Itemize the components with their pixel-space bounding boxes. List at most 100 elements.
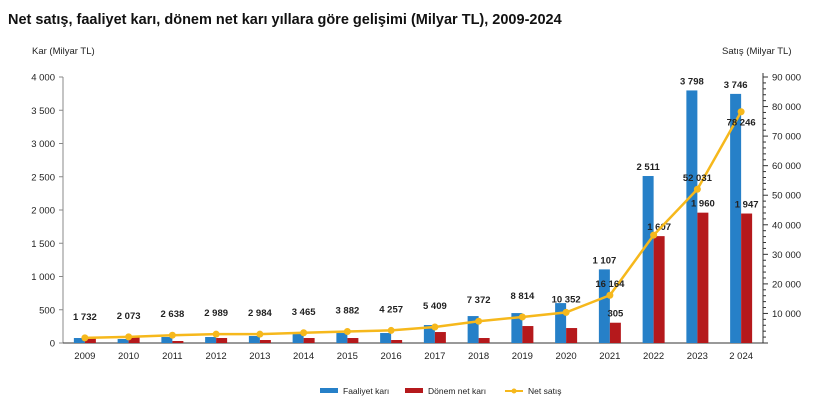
x-tick-label: 2017 bbox=[424, 351, 445, 362]
line-data-label: 4 257 bbox=[379, 304, 403, 315]
line-data-label: 2 989 bbox=[204, 308, 228, 319]
bar-donem-net-kari bbox=[697, 212, 709, 343]
x-tick-label: 2010 bbox=[118, 351, 139, 362]
bar-faaliyet-kari bbox=[686, 90, 698, 343]
right-tick-label: 20 000 bbox=[772, 279, 801, 290]
net-satis-line bbox=[84, 111, 743, 340]
x-tick-label: 2023 bbox=[687, 351, 708, 362]
bar-faaliyet-kari bbox=[161, 337, 173, 343]
bar-data-label: 1 107 bbox=[592, 255, 616, 266]
bar-donem-net-kari bbox=[259, 340, 271, 343]
bar-donem-net-kari bbox=[216, 338, 228, 343]
net-satis-point bbox=[256, 330, 264, 338]
bar-faaliyet-kari bbox=[336, 333, 348, 343]
bar-donem-net-kari bbox=[741, 213, 753, 343]
net-satis-point bbox=[343, 328, 351, 336]
bar-donem-net-kari bbox=[84, 338, 96, 343]
right-axis-label: Satış (Milyar TL) bbox=[722, 46, 792, 57]
bar-faaliyet-kari bbox=[730, 93, 742, 344]
left-tick-label: 3 500 bbox=[31, 106, 55, 117]
x-tick-label: 2020 bbox=[556, 351, 577, 362]
net-satis-point bbox=[81, 334, 89, 342]
bar-donem-net-kari bbox=[478, 338, 490, 343]
bar-faaliyet-kari bbox=[248, 336, 260, 343]
x-tick-label: 2022 bbox=[643, 351, 664, 362]
line-data-label: 3 882 bbox=[335, 306, 359, 317]
net-satis-point bbox=[562, 308, 570, 316]
line-data-label: 8 814 bbox=[510, 291, 534, 302]
bar-data-label: 305 bbox=[607, 309, 624, 320]
right-tick-label: 80 000 bbox=[772, 102, 801, 113]
bar-faaliyet-kari bbox=[423, 325, 435, 343]
bar-faaliyet-kari bbox=[292, 334, 304, 343]
right-tick-label: 50 000 bbox=[772, 191, 801, 202]
net-satis-point bbox=[168, 331, 176, 339]
bar-data-label: 2 511 bbox=[637, 162, 661, 173]
left-tick-label: 4 000 bbox=[31, 73, 55, 84]
legend-label: Net satış bbox=[528, 386, 562, 396]
bar-donem-net-kari bbox=[391, 340, 403, 343]
right-tick-label: 90 000 bbox=[772, 73, 801, 84]
line-data-label: 7 372 bbox=[467, 295, 491, 306]
right-tick-label: 10 000 bbox=[772, 309, 801, 320]
x-tick-label: 2021 bbox=[599, 351, 620, 362]
legend-swatch bbox=[405, 388, 423, 393]
bar-faaliyet-kari bbox=[555, 303, 567, 343]
line-data-label: 16 164 bbox=[595, 279, 625, 290]
bar-donem-net-kari bbox=[609, 322, 621, 343]
net-satis-point bbox=[431, 323, 439, 331]
bar-donem-net-kari bbox=[653, 236, 665, 343]
bar-faaliyet-kari bbox=[511, 313, 523, 343]
chart-title: Net satış, faaliyet karı, dönem net karı… bbox=[8, 12, 562, 28]
right-tick-label: 30 000 bbox=[772, 250, 801, 261]
line-data-label: 5 409 bbox=[423, 301, 447, 312]
bar-faaliyet-kari bbox=[117, 339, 129, 343]
bar-data-label: 3 798 bbox=[680, 76, 704, 87]
x-tick-label: 2013 bbox=[249, 351, 270, 362]
bar-donem-net-kari bbox=[522, 326, 534, 343]
bar-donem-net-kari bbox=[434, 332, 446, 343]
left-tick-label: 0 bbox=[50, 339, 55, 350]
line-data-label: 78 246 bbox=[727, 118, 756, 129]
bar-faaliyet-kari bbox=[205, 337, 217, 343]
x-tick-label: 2016 bbox=[381, 351, 402, 362]
x-tick-label: 2015 bbox=[337, 351, 358, 362]
x-tick-label: 2012 bbox=[206, 351, 227, 362]
line-data-label: 1 732 bbox=[73, 312, 97, 323]
net-satis-point bbox=[387, 326, 395, 334]
bar-faaliyet-kari bbox=[642, 176, 654, 343]
legend-swatch-marker bbox=[511, 388, 517, 394]
net-satis-point bbox=[737, 108, 745, 116]
bar-donem-net-kari bbox=[347, 338, 359, 343]
line-data-label: 2 638 bbox=[160, 309, 184, 320]
legend-label: Dönem net karı bbox=[428, 386, 486, 396]
x-tick-label: 2 024 bbox=[729, 351, 753, 362]
left-tick-label: 1 000 bbox=[31, 272, 55, 283]
left-tick-label: 2 500 bbox=[31, 172, 55, 183]
left-tick-label: 2 000 bbox=[31, 206, 55, 217]
left-tick-label: 1 500 bbox=[31, 239, 55, 250]
x-tick-label: 2011 bbox=[162, 351, 182, 362]
x-tick-label: 2019 bbox=[512, 351, 533, 362]
line-data-label: 3 465 bbox=[292, 307, 316, 318]
bar-faaliyet-kari bbox=[73, 338, 85, 343]
net-satis-point bbox=[300, 329, 308, 337]
bar-data-label: 1 947 bbox=[735, 200, 759, 211]
bar-donem-net-kari bbox=[128, 337, 140, 343]
left-axis-label: Kar (Milyar TL) bbox=[32, 46, 95, 57]
bar-donem-net-kari bbox=[566, 328, 578, 343]
line-data-label: 2 073 bbox=[117, 311, 141, 322]
net-satis-point bbox=[518, 313, 526, 321]
x-tick-label: 2014 bbox=[293, 351, 314, 362]
bar-donem-net-kari bbox=[172, 341, 184, 343]
right-tick-label: 70 000 bbox=[772, 132, 801, 143]
net-satis-point bbox=[475, 317, 483, 325]
right-tick-label: 40 000 bbox=[772, 220, 801, 231]
line-data-label: 10 352 bbox=[552, 294, 581, 305]
bar-faaliyet-kari bbox=[467, 316, 479, 343]
net-satis-point bbox=[606, 291, 614, 299]
bar-data-label: 3 746 bbox=[724, 80, 748, 91]
right-tick-label: 60 000 bbox=[772, 161, 801, 172]
